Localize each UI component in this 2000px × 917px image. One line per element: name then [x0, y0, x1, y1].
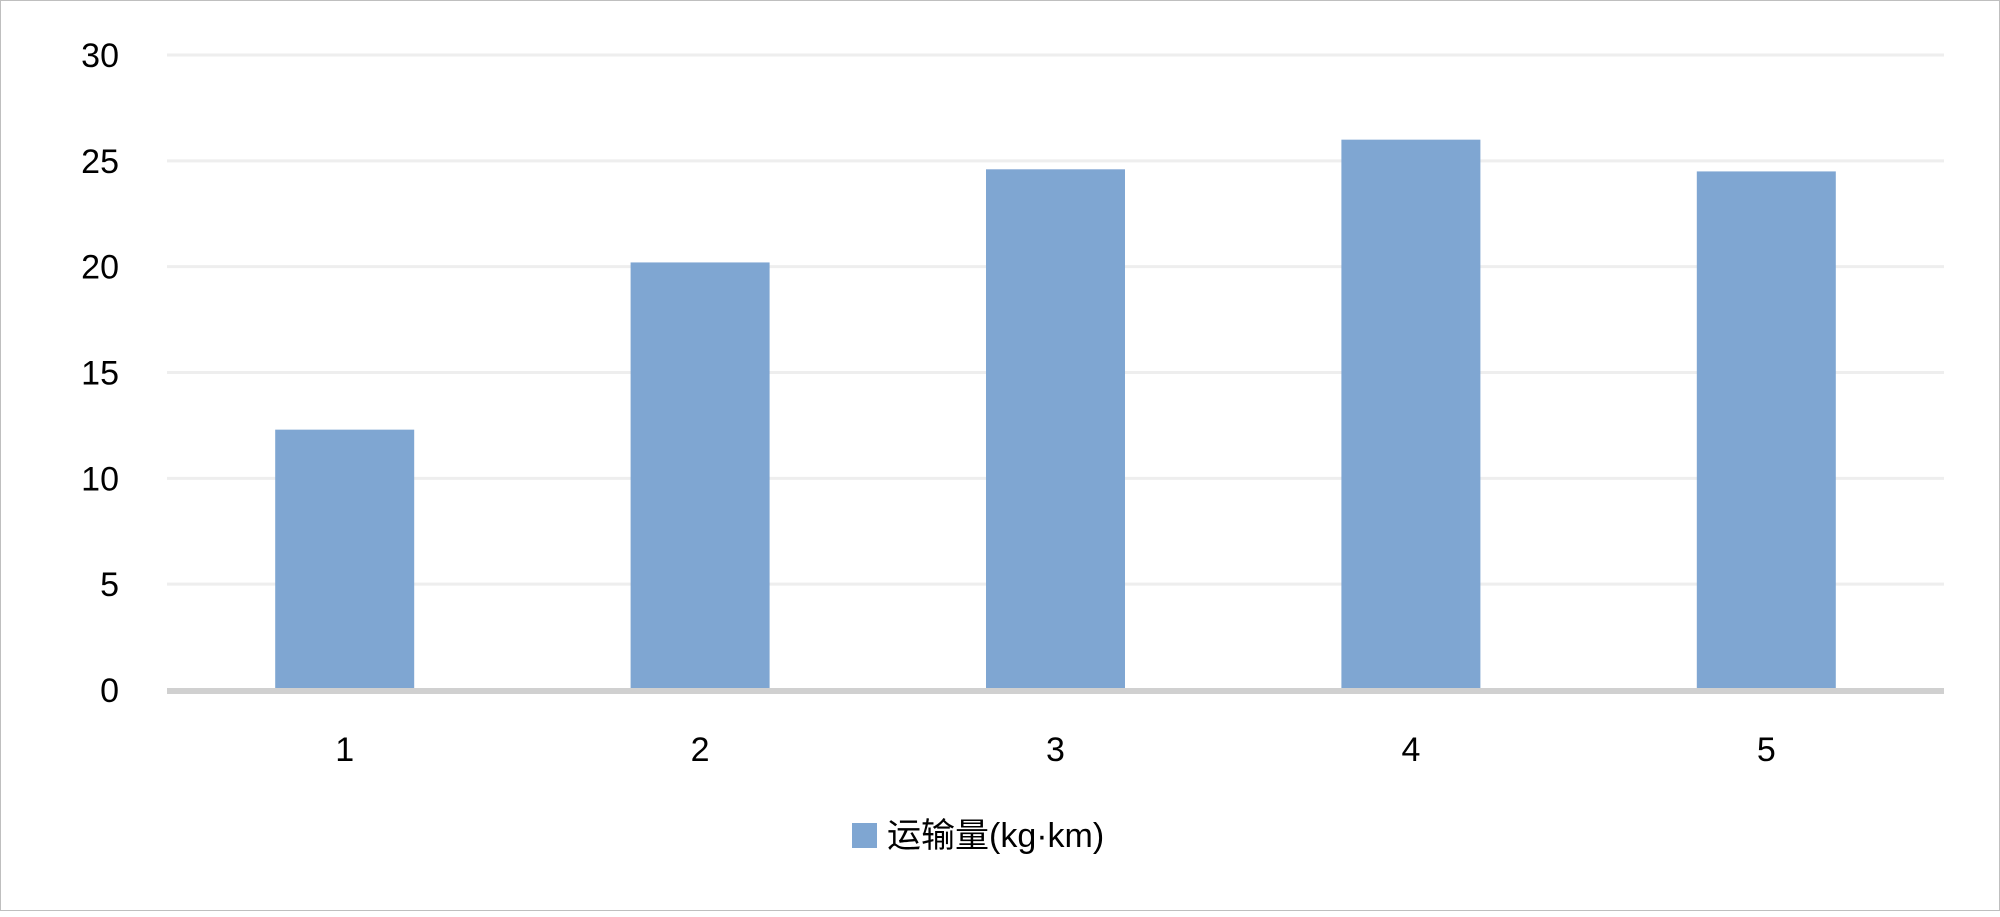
- y-tick-label: 25: [81, 143, 119, 181]
- y-tick-label: 5: [100, 566, 119, 604]
- bar: [1341, 139, 1481, 690]
- legend-swatch: [852, 823, 877, 848]
- bar: [986, 169, 1125, 691]
- x-tick-label: 3: [1046, 731, 1065, 769]
- x-tick-label: 4: [1401, 731, 1420, 769]
- bar: [1696, 171, 1836, 690]
- y-tick-label: 30: [81, 37, 119, 75]
- y-tick-label: 0: [100, 672, 119, 710]
- x-tick-label: 5: [1757, 731, 1776, 769]
- x-tick-label: 2: [691, 731, 710, 769]
- y-tick-label: 10: [81, 460, 119, 498]
- y-tick-label: 20: [81, 249, 119, 287]
- x-tick-label: 1: [335, 731, 354, 769]
- legend-label: 运输量(kg·km): [887, 817, 1104, 855]
- y-tick-label: 15: [81, 355, 119, 393]
- bar: [630, 262, 770, 690]
- bar: [275, 429, 415, 690]
